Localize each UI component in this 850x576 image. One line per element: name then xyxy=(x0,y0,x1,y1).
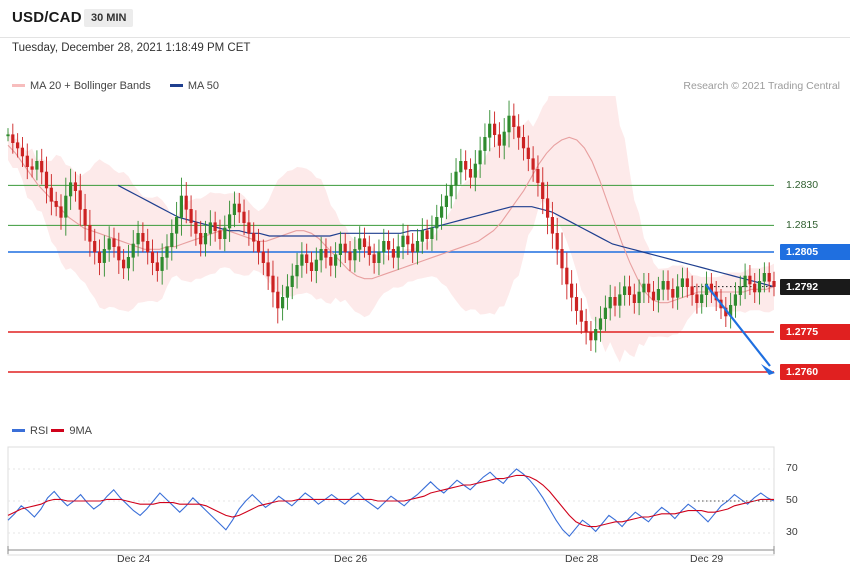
x-tick-dec-29: Dec 29 xyxy=(690,553,724,565)
x-tick-dec-24: Dec 24 xyxy=(117,553,151,565)
legend-label-ma50: MA 50 xyxy=(187,80,220,92)
price-level-label-1.2815: 1.2815 xyxy=(786,219,819,232)
price-level-label-1.2775: 1.2775 xyxy=(780,324,850,340)
price-chart xyxy=(0,96,850,418)
legend-swatch-9ma xyxy=(51,428,65,432)
research-credit: Research © 2021 Trading Central xyxy=(683,80,840,92)
rsi-tick-30: 30 xyxy=(786,526,798,538)
price-plot xyxy=(6,96,776,375)
legend-swatch-ma50 xyxy=(169,83,183,87)
legend-swatch-ma20 xyxy=(12,83,25,87)
price-level-label-1.2805: 1.2805 xyxy=(780,244,850,260)
legend-item-ma50: MA 50 xyxy=(169,80,220,92)
legend-label-9ma: 9MA xyxy=(69,425,93,437)
price-legend: MA 20 + Bollinger Bands MA 50 xyxy=(12,80,235,92)
rsi-legend: RSI 9MA xyxy=(12,425,92,437)
chart-header: USD/CAD 30 MIN xyxy=(0,0,850,38)
timestamp: Tuesday, December 28, 2021 1:18:49 PM CE… xyxy=(12,42,251,54)
x-tick-dec-28: Dec 28 xyxy=(565,553,599,565)
legend-item-9ma: 9MA xyxy=(51,425,92,437)
x-axis-plot xyxy=(7,546,775,554)
rsi-tick-70: 70 xyxy=(786,462,798,474)
price-level-label-1.2830: 1.2830 xyxy=(786,179,819,192)
timeframe-badge[interactable]: 30 MIN xyxy=(84,9,134,27)
legend-swatch-rsi xyxy=(12,428,25,432)
x-tick-dec-26: Dec 26 xyxy=(334,553,368,565)
rsi-tick-50: 50 xyxy=(786,494,798,506)
legend-label-rsi: RSI xyxy=(30,425,49,437)
legend-item-rsi: RSI xyxy=(12,425,51,437)
x-axis xyxy=(0,544,850,576)
rsi-chart xyxy=(0,446,850,556)
rsi-plot xyxy=(7,446,775,556)
page-title: USD/CAD xyxy=(12,9,82,26)
legend-label-ma20: MA 20 + Bollinger Bands xyxy=(30,80,151,92)
price-level-label-1.2792: 1.2792 xyxy=(780,278,850,295)
legend-item-ma20-bb: MA 20 + Bollinger Bands xyxy=(12,80,151,92)
price-level-label-1.2760: 1.2760 xyxy=(780,364,850,380)
